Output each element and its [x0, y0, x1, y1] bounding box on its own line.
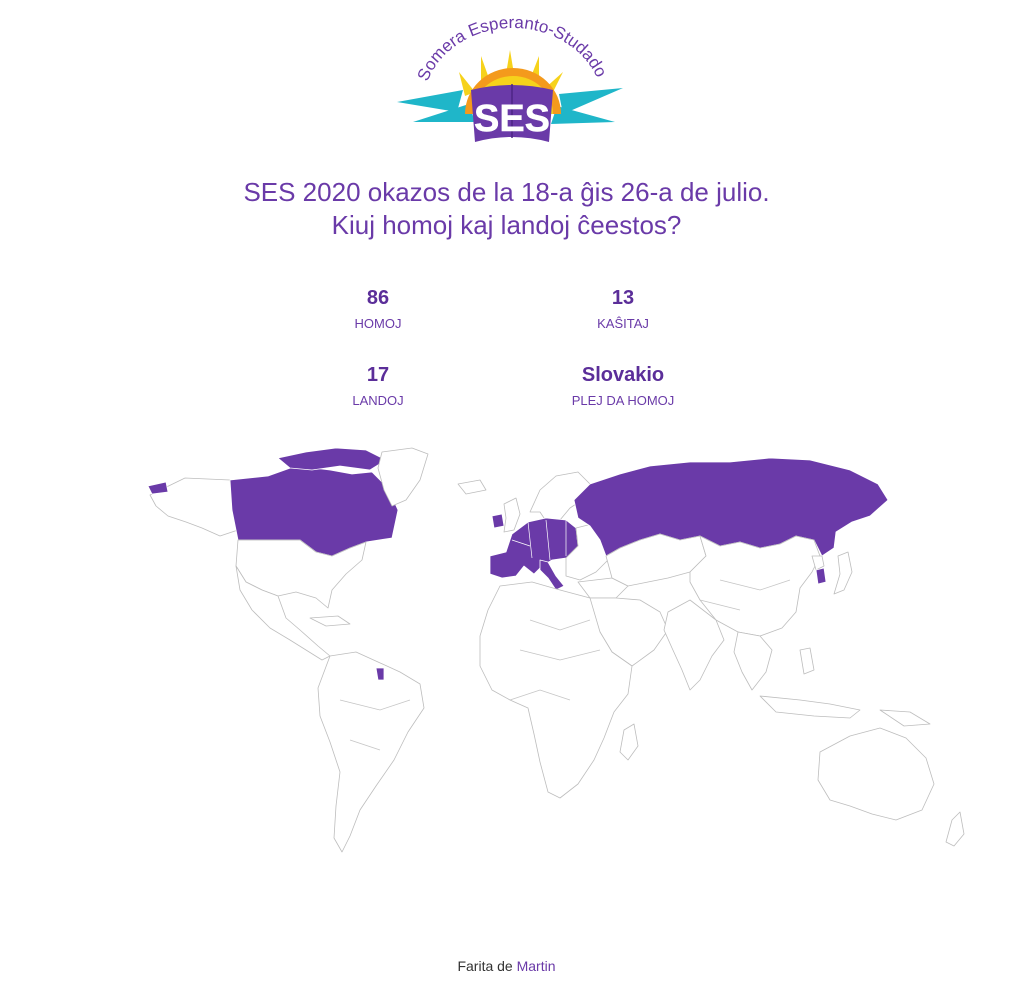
- headline-line-2: Kiuj homoj kaj landoj ĉeestos?: [331, 210, 682, 240]
- map-ireland: [491, 513, 505, 529]
- map-southeast-asia: [733, 631, 773, 691]
- map-europe-highlighted: [489, 517, 579, 579]
- stat-top-country: Slovakio PLEJ DA HOMOJ: [523, 363, 723, 409]
- map-indonesia: [759, 695, 861, 719]
- map-philippines: [799, 647, 815, 675]
- map-south-korea: [815, 567, 827, 585]
- map-new-zealand: [945, 811, 965, 847]
- logo-mark: SES: [474, 98, 550, 140]
- map-cuba: [309, 615, 351, 627]
- stat-value: 13: [611, 287, 635, 309]
- map-italy: [539, 559, 565, 591]
- stat-label: KAŜITAJ: [597, 316, 649, 331]
- map-new-guinea: [879, 709, 931, 727]
- stat-label: LANDOJ: [352, 393, 404, 408]
- map-australia: [817, 727, 935, 821]
- map-turkey: [577, 577, 629, 599]
- stat-countries: 17 LANDOJ: [278, 363, 478, 409]
- map-uk: [503, 497, 521, 533]
- map-greenland: [377, 447, 429, 507]
- map-japan: [833, 551, 853, 595]
- stat-value: 86: [366, 287, 390, 309]
- map-south-america: [317, 651, 425, 853]
- map-africa: [479, 581, 633, 799]
- stat-value: Slovakio: [581, 364, 665, 386]
- map-russia: [573, 457, 889, 557]
- stat-value: 17: [366, 364, 390, 386]
- ses-logo: SES Somera Esperanto-Studado: [397, 18, 623, 142]
- map-greenland-part: [147, 481, 169, 495]
- map-north-korea: [811, 555, 825, 571]
- map-canada-arctic: [277, 447, 387, 471]
- map-china: [689, 535, 821, 637]
- stat-hidden: 13 KAŜITAJ: [523, 286, 723, 332]
- stat-people: 86 HOMOJ: [278, 286, 478, 332]
- author-link[interactable]: Martin: [516, 958, 556, 974]
- map-alaska: [149, 477, 239, 537]
- stat-label: HOMOJ: [354, 316, 402, 331]
- map-iceland: [457, 479, 487, 495]
- stat-label: PLEJ DA HOMOJ: [571, 393, 675, 408]
- map-india: [663, 599, 725, 691]
- headline-line-1: SES 2020 okazos de la 18-a ĝis 26-a de j…: [243, 177, 770, 207]
- footer: Farita de Martin: [0, 958, 1013, 974]
- map-madagascar: [619, 723, 639, 761]
- headline: SES 2020 okazos de la 18-a ĝis 26-a de j…: [0, 176, 1013, 242]
- world-map: [147, 447, 965, 853]
- map-french-guiana: [375, 667, 385, 681]
- footer-prefix: Farita de: [457, 958, 513, 974]
